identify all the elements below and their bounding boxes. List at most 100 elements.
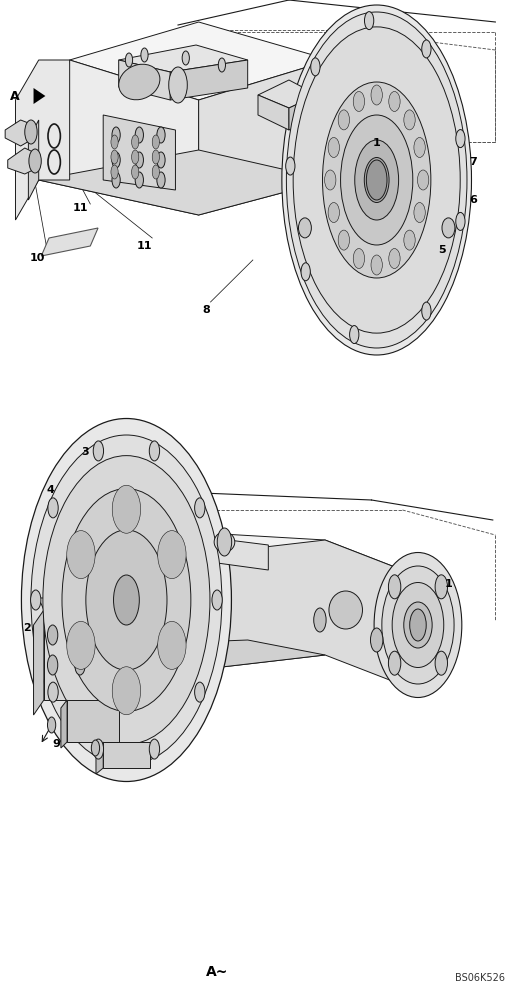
Polygon shape (119, 528, 402, 570)
Polygon shape (5, 120, 31, 146)
Circle shape (157, 127, 165, 143)
Ellipse shape (22, 418, 231, 782)
Polygon shape (61, 700, 67, 748)
Circle shape (25, 120, 37, 144)
Circle shape (314, 608, 326, 632)
Ellipse shape (158, 531, 186, 579)
Ellipse shape (112, 667, 140, 715)
Ellipse shape (119, 64, 160, 100)
Circle shape (48, 682, 58, 702)
Text: 5: 5 (439, 245, 446, 255)
Circle shape (141, 48, 148, 62)
Polygon shape (199, 60, 330, 215)
Polygon shape (39, 60, 199, 215)
Text: 3: 3 (82, 447, 89, 457)
Text: 10: 10 (29, 253, 45, 263)
Polygon shape (119, 528, 196, 670)
Circle shape (132, 150, 139, 164)
Ellipse shape (286, 12, 467, 348)
Circle shape (93, 739, 104, 759)
Circle shape (75, 625, 85, 645)
Circle shape (47, 717, 56, 733)
Ellipse shape (355, 140, 398, 220)
Circle shape (152, 165, 159, 179)
Polygon shape (44, 610, 119, 700)
Circle shape (125, 53, 133, 67)
Circle shape (157, 152, 165, 168)
Circle shape (435, 575, 447, 599)
Circle shape (111, 150, 118, 164)
Circle shape (47, 655, 58, 675)
Circle shape (132, 165, 139, 179)
Ellipse shape (329, 591, 362, 629)
Circle shape (195, 682, 205, 702)
Polygon shape (15, 60, 70, 220)
Circle shape (422, 40, 431, 58)
Ellipse shape (392, 582, 444, 668)
Ellipse shape (158, 621, 186, 669)
Text: 9: 9 (53, 739, 61, 749)
Polygon shape (28, 120, 39, 200)
Ellipse shape (86, 530, 167, 670)
Ellipse shape (341, 115, 413, 245)
Circle shape (410, 609, 426, 641)
Ellipse shape (371, 85, 382, 105)
Circle shape (149, 441, 159, 461)
Polygon shape (34, 610, 44, 715)
Circle shape (152, 150, 159, 164)
Polygon shape (181, 534, 268, 570)
Ellipse shape (214, 532, 235, 552)
Text: A~: A~ (205, 965, 228, 979)
Ellipse shape (293, 27, 460, 333)
Text: 4: 4 (46, 485, 55, 495)
Ellipse shape (389, 91, 400, 111)
Polygon shape (103, 742, 150, 768)
Circle shape (30, 590, 41, 610)
Circle shape (364, 12, 374, 30)
Ellipse shape (404, 602, 432, 648)
Ellipse shape (67, 531, 95, 579)
Ellipse shape (298, 218, 311, 238)
Circle shape (29, 149, 41, 173)
Polygon shape (181, 534, 201, 562)
Circle shape (135, 152, 143, 168)
Polygon shape (119, 640, 325, 670)
Circle shape (301, 263, 310, 281)
Circle shape (366, 160, 387, 200)
Circle shape (218, 58, 225, 72)
Circle shape (217, 528, 232, 556)
Text: 1: 1 (445, 579, 453, 589)
Circle shape (93, 441, 104, 461)
Circle shape (75, 655, 85, 675)
Ellipse shape (371, 255, 382, 275)
Circle shape (111, 165, 118, 179)
Polygon shape (170, 60, 248, 100)
Ellipse shape (67, 621, 95, 669)
Circle shape (149, 739, 159, 759)
Ellipse shape (322, 82, 431, 278)
Circle shape (195, 498, 205, 518)
Circle shape (350, 326, 359, 344)
Circle shape (456, 212, 465, 230)
Circle shape (91, 740, 100, 756)
Ellipse shape (389, 249, 400, 269)
Polygon shape (330, 130, 361, 145)
Circle shape (311, 58, 320, 76)
Circle shape (286, 157, 295, 175)
Circle shape (152, 135, 159, 149)
Circle shape (112, 152, 120, 168)
Circle shape (48, 498, 58, 518)
Polygon shape (39, 598, 119, 610)
Circle shape (182, 51, 189, 65)
Circle shape (169, 67, 187, 103)
Circle shape (135, 127, 143, 143)
Polygon shape (67, 700, 119, 742)
Ellipse shape (417, 170, 429, 190)
Ellipse shape (353, 91, 365, 111)
Polygon shape (8, 148, 35, 174)
Ellipse shape (31, 435, 222, 765)
Polygon shape (258, 95, 289, 130)
Circle shape (435, 651, 447, 675)
Polygon shape (103, 115, 175, 190)
Text: A: A (10, 90, 20, 103)
